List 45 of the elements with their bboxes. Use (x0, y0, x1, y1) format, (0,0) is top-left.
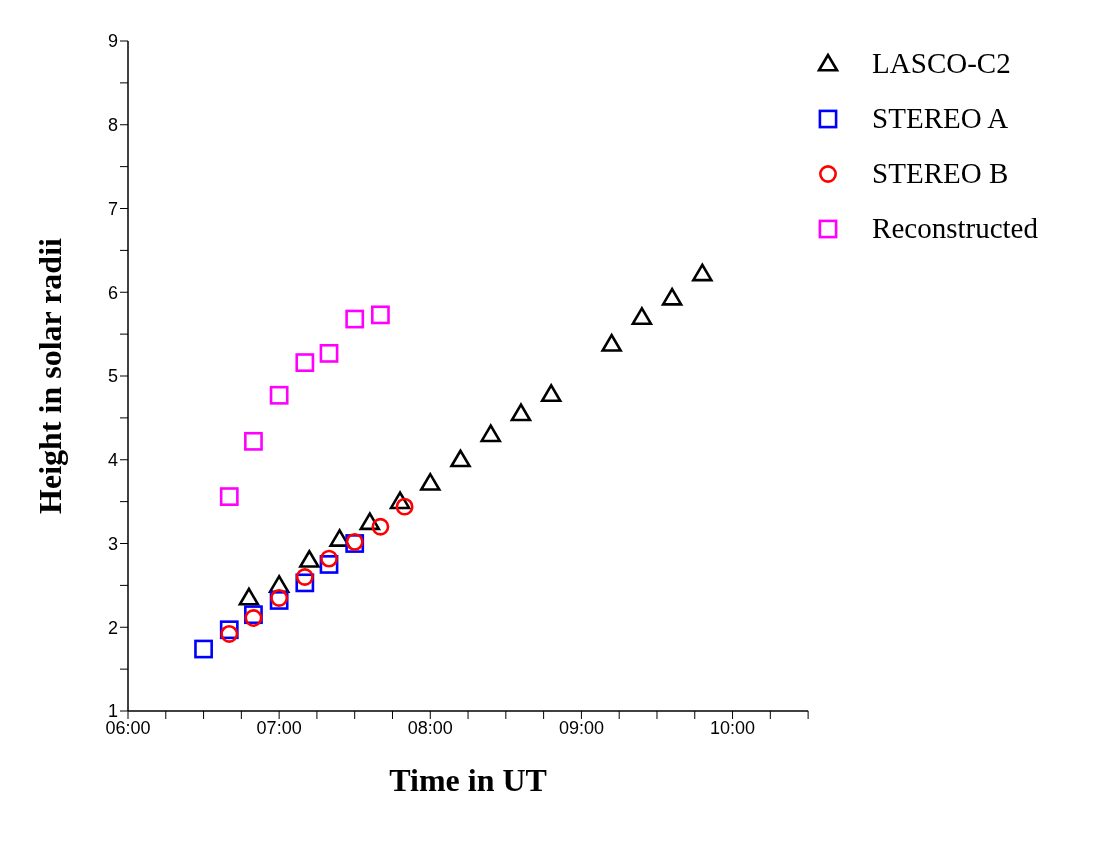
point (631, 307, 653, 325)
point (299, 549, 320, 568)
legend-label: STEREO A (872, 102, 1009, 135)
legend-label: STEREO B (872, 157, 1009, 190)
point (389, 491, 411, 510)
x-tick-label: 09:00 (558, 717, 604, 738)
point (295, 353, 315, 372)
point (219, 487, 239, 506)
point (510, 403, 532, 422)
point (359, 512, 381, 531)
legend-label: Reconstructed (872, 212, 1038, 245)
point (220, 625, 239, 643)
y-tick-label: 7 (107, 198, 118, 219)
point (295, 568, 314, 586)
point (540, 384, 562, 403)
point (319, 343, 339, 363)
x-axis-title: Time in UT (389, 762, 547, 798)
point (692, 263, 713, 282)
y-tick-label: 4 (107, 450, 118, 471)
y-tick-label: 2 (107, 617, 118, 638)
point (269, 385, 289, 405)
y-tick-label: 8 (107, 115, 118, 136)
point (371, 517, 390, 536)
y-tick-label: 3 (107, 533, 118, 554)
y-axis-title: Height in solar radii (32, 237, 69, 514)
legend-label: LASCO-C2 (872, 47, 1011, 80)
point (194, 639, 213, 659)
x-tick-label: 08:00 (407, 717, 453, 738)
point (345, 309, 365, 329)
point (395, 497, 414, 516)
point (244, 609, 263, 627)
y-tick-label: 6 (107, 282, 118, 303)
point (244, 431, 263, 451)
point (419, 472, 441, 491)
point (371, 305, 390, 325)
point (661, 287, 683, 306)
y-tick-label: 9 (107, 31, 118, 52)
point (450, 449, 471, 468)
point (601, 333, 622, 352)
point (480, 424, 502, 443)
point (238, 587, 260, 606)
x-tick-label: 07:00 (256, 717, 302, 738)
y-tick-label: 5 (107, 366, 118, 387)
x-tick-label: 10:00 (710, 717, 756, 738)
point (320, 549, 338, 568)
